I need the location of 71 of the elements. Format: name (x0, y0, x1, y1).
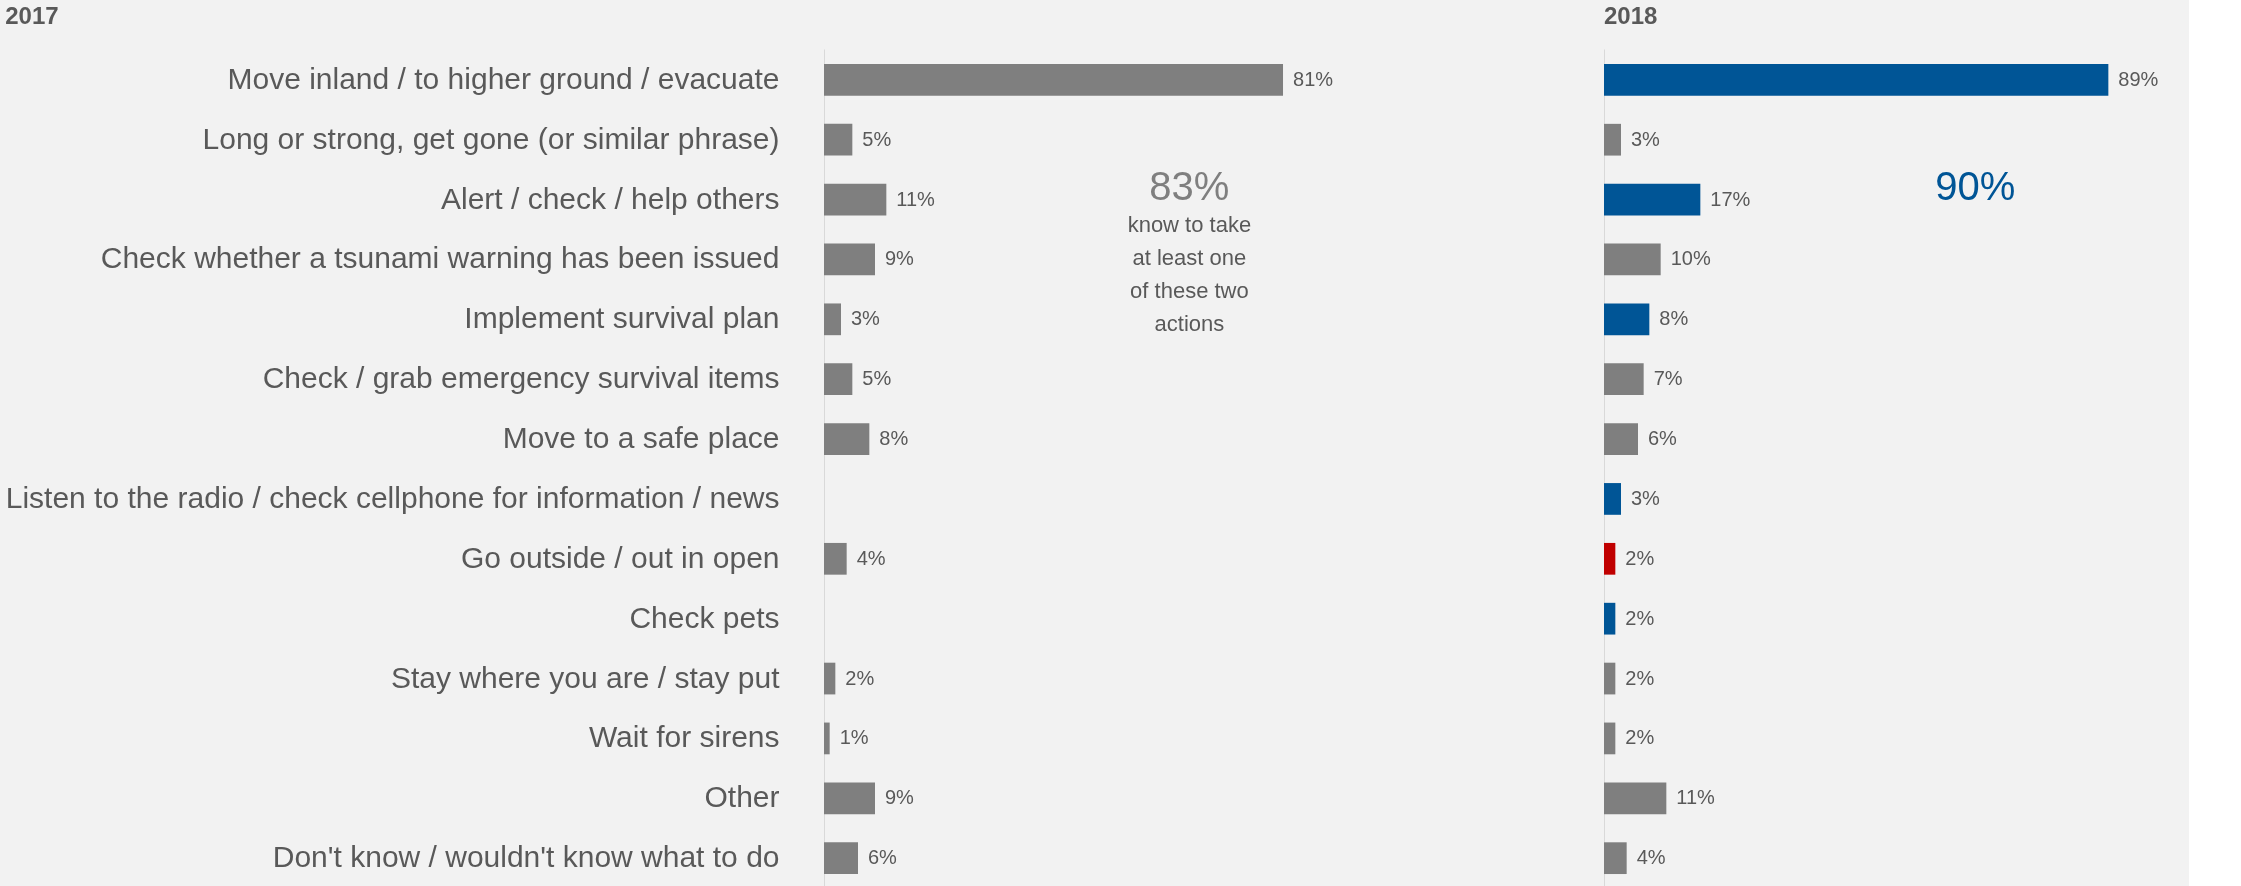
bar (1604, 303, 1650, 336)
data-label: 9% (885, 786, 915, 809)
data-label: 2% (1625, 546, 1655, 569)
annotation: 90% (1935, 164, 2016, 208)
y-tick-label: Move inland / to higher ground / evacuate (227, 61, 780, 95)
data-label: 3% (1631, 486, 1661, 509)
bar (824, 123, 853, 156)
data-label: 4% (856, 546, 886, 569)
annotation: 83% (1149, 164, 1230, 208)
data-label: 6% (868, 846, 898, 869)
data-label: 11% (896, 187, 936, 210)
data-label: 17% (1710, 187, 1751, 210)
bar (1604, 542, 1616, 575)
data-label: 8% (1659, 307, 1689, 330)
bar (824, 183, 887, 216)
data-label: 89% (2118, 67, 2159, 90)
y-tick-label: Implement survival plan (464, 301, 780, 335)
y-tick-label: Stay where you are / stay put (390, 660, 781, 694)
y-tick-label: Move to a safe place (502, 421, 780, 455)
bar (1604, 123, 1621, 156)
bar (824, 63, 1284, 96)
text: 2017 (5, 2, 59, 29)
data-label: 2% (1625, 606, 1655, 629)
bar (824, 722, 830, 755)
bar (1604, 602, 1616, 635)
data-label: 8% (879, 427, 909, 450)
bar (824, 243, 875, 276)
chart-title: 2018 (1604, 2, 1658, 29)
bar (1604, 483, 1621, 515)
data-label: 3% (1631, 127, 1661, 150)
y-tick-label: Listen to the radio / check cellphone for information / news (5, 480, 780, 514)
bar (824, 423, 870, 455)
y-tick-label: Long or strong, get gone (or similar phrase) (202, 121, 780, 155)
data-label: 10% (1670, 247, 1711, 270)
y-tick-label: Don't know / wouldn't know what to do (272, 840, 780, 874)
bar (1604, 63, 2109, 96)
y-tick-label: Other (704, 780, 780, 814)
data-label: 3% (851, 307, 881, 330)
bar (1604, 662, 1616, 695)
data-label: 11% (1676, 786, 1716, 809)
data-label: 2% (845, 666, 875, 689)
data-label: 81% (1293, 67, 1334, 90)
y-tick-label: Check pets (629, 600, 780, 634)
y-tick-label: Wait for sirens (588, 720, 780, 754)
bar (1604, 722, 1616, 755)
bar (1604, 782, 1667, 815)
data-label: 2% (1625, 726, 1655, 749)
bar (824, 542, 847, 575)
data-label: 1% (839, 726, 869, 749)
annotation: know to take at least one of these two actions (1127, 212, 1252, 336)
data-label: 7% (1653, 367, 1683, 390)
bar (824, 303, 841, 336)
data-label: 5% (862, 367, 892, 390)
data-label: 2% (1625, 666, 1655, 689)
y-tick-label: Check whether a tsunami warning has been issued (100, 241, 780, 275)
y-tick-label: Go outside / out in open (460, 540, 780, 574)
bar (1604, 183, 1701, 216)
bar (824, 662, 836, 695)
bar (824, 363, 853, 396)
data-label: 6% (1648, 427, 1678, 450)
bar (1604, 842, 1627, 875)
data-label: 9% (885, 247, 915, 270)
bar (824, 782, 875, 815)
bar (1604, 243, 1661, 276)
y-tick-label: Check / grab emergency survival items (262, 361, 780, 395)
y-tick-label: Alert / check / help others (441, 181, 780, 215)
data-label: 4% (1636, 846, 1666, 869)
bar (1604, 423, 1638, 455)
data-label: 5% (862, 127, 892, 150)
bar (1604, 363, 1644, 396)
bar (824, 842, 858, 875)
